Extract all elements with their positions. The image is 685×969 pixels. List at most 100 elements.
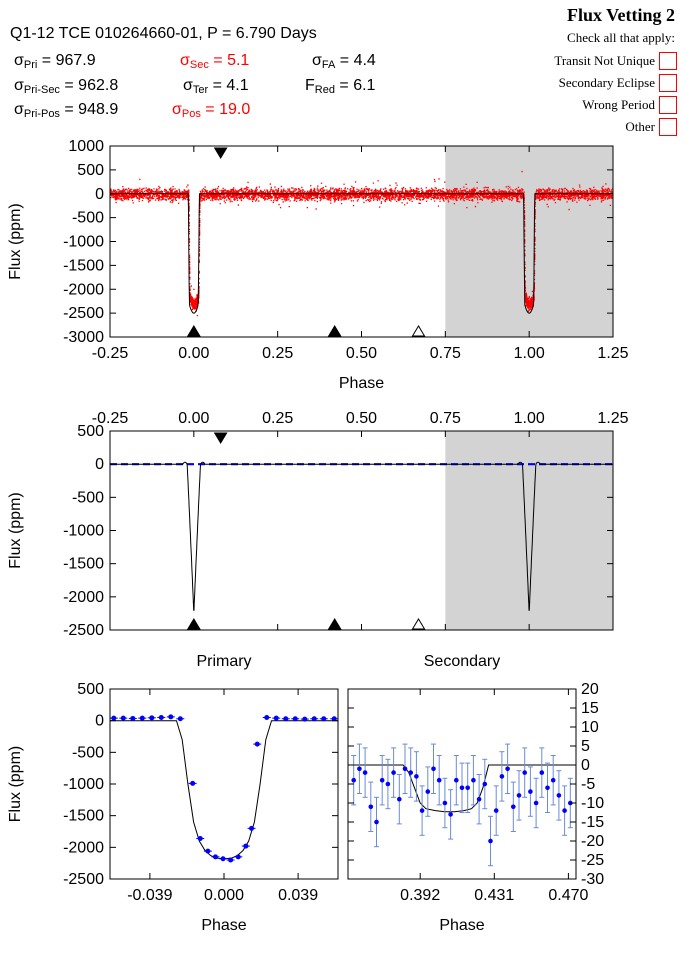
primary-binned-point [283, 716, 289, 722]
bottom-phase-marker [327, 325, 342, 337]
x-tick-label: 0.039 [278, 887, 318, 904]
y-tick-label: 20 [581, 681, 599, 698]
y-tick-label: -25 [581, 852, 604, 869]
secondary-binned-point [528, 789, 533, 794]
y-tick-label: 500 [77, 681, 104, 698]
x-axis-label: Phase [339, 375, 384, 392]
vetting-option-label: Other [625, 119, 655, 134]
bottom-phase-marker [186, 325, 201, 337]
x-axis-label: Phase [201, 917, 246, 934]
y-tick-label: 10 [581, 719, 599, 736]
secondary-binned-point [511, 804, 516, 810]
primary-binned-point [139, 715, 145, 721]
primary-binned-point [177, 716, 183, 722]
y-tick-label: -2500 [63, 622, 104, 639]
x-tick-label: -0.25 [92, 345, 129, 362]
vetting-option-label: Transit Not Unique [554, 53, 655, 68]
vetting-option-label: Wrong Period [582, 97, 655, 112]
secondary-binned-point [408, 770, 414, 775]
y-tick-label: 1000 [68, 138, 104, 155]
primary-binned-point [168, 714, 174, 720]
secondary-binned-point [431, 766, 436, 772]
stat-sigma-ter: σTer = 4.1 [183, 77, 249, 96]
stat-sigma-pos: σPos = 19.0 [172, 101, 251, 120]
secondary-binned-point [397, 796, 402, 802]
y-tick-label: -2500 [63, 305, 104, 322]
stat-sigma-pri-pos: σPri-Pos = 948.9 [14, 101, 119, 120]
y-tick-label: -30 [581, 871, 604, 888]
secondary-binned-point [368, 804, 374, 810]
x-tick-label: 0.00 [178, 345, 209, 362]
secondary-binned-point [482, 781, 488, 787]
y-tick-label: -2500 [63, 871, 104, 888]
primary-binned-point [235, 854, 241, 860]
secondary-binned-point [436, 777, 442, 783]
x-tick-label: 0.000 [204, 887, 244, 904]
x-tick-label: 1.00 [514, 410, 545, 427]
vetting-option-other[interactable]: Other [625, 116, 677, 138]
primary-binned-point [321, 716, 327, 722]
secondary-binned-point [471, 777, 476, 783]
y-tick-label: -1000 [63, 523, 104, 540]
stat-sigma-pri: σPri = 967.9 [14, 52, 96, 71]
y-tick-label: -1500 [63, 556, 104, 573]
x-tick-label: 0.470 [548, 887, 588, 904]
stat-sigma-sec: σSec = 5.1 [180, 52, 250, 71]
secondary-binned-point [550, 777, 556, 783]
transit-model-line [110, 193, 613, 314]
primary-binned-point [120, 715, 126, 721]
y-tick-label: 0 [95, 456, 104, 473]
y-tick-label: 500 [77, 423, 104, 440]
secondary-eclipse-checkbox[interactable] [659, 74, 677, 92]
x-tick-label: 0.392 [400, 887, 440, 904]
x-axis-label: Phase [439, 917, 484, 934]
secondary-binned-point [556, 793, 562, 798]
y-tick-label: -500 [72, 210, 104, 227]
x-tick-label: 0.00 [178, 410, 209, 427]
secondary-binned-point [493, 808, 499, 813]
vetting-option-transit-not-unique[interactable]: Transit Not Unique [554, 50, 677, 72]
primary-binned-point [273, 715, 279, 721]
stat-sigma-pri-sec: σPri-Sec = 962.8 [14, 77, 119, 96]
x-tick-label: 0.75 [430, 345, 461, 362]
shaded-region [445, 431, 613, 630]
y-tick-label: -2000 [63, 589, 104, 606]
x-tick-label: 0.25 [262, 410, 293, 427]
y-tick-label: -2000 [63, 839, 104, 856]
y-tick-label: 15 [581, 700, 599, 717]
secondary-binned-point [374, 819, 379, 825]
vetting-option-secondary-eclipse[interactable]: Secondary Eclipse [559, 72, 677, 94]
scatter-points [110, 170, 613, 317]
wrong-period-checkbox[interactable] [659, 96, 677, 114]
secondary-title: Secondary [424, 653, 501, 670]
secondary-binned-point [488, 838, 493, 844]
secondary-binned-point [391, 770, 396, 775]
tce-title: Q1-12 TCE 010264660-01, P = 6.790 Days [10, 25, 317, 42]
y-tick-label: -2000 [63, 281, 104, 298]
bottom-phase-marker [327, 618, 342, 630]
x-tick-label: -0.039 [127, 887, 172, 904]
y-tick-label: -15 [581, 814, 604, 831]
secondary-binned-point [533, 800, 539, 806]
primary-zoom-panel: Primary 500 0 -500 -1000 -1500 -2000 -2500 -0.03… [7, 653, 339, 934]
primary-binned-point [149, 715, 155, 721]
primary-binned-point [190, 780, 196, 786]
x-tick-label: 0.50 [346, 410, 377, 427]
secondary-binned-point [465, 785, 471, 791]
primary-model-line [110, 720, 338, 860]
shaded-region [445, 146, 613, 337]
primary-binned-point [264, 715, 270, 720]
other-checkbox[interactable] [659, 118, 677, 136]
transit-not-unique-checkbox[interactable] [659, 52, 677, 70]
y-tick-label: -500 [72, 489, 104, 506]
secondary-binned-point [351, 777, 357, 783]
x-tick-label: 0.50 [346, 345, 377, 362]
primary-binned-point [205, 848, 211, 854]
primary-binned-point [302, 716, 308, 722]
primary-binned-point [212, 854, 218, 860]
vetting-option-wrong-period[interactable]: Wrong Period [582, 94, 677, 116]
secondary-binned-point [522, 770, 527, 775]
primary-binned-point [220, 856, 226, 862]
y-tick-label: 500 [77, 162, 104, 179]
y-tick-label: -1500 [63, 257, 104, 274]
